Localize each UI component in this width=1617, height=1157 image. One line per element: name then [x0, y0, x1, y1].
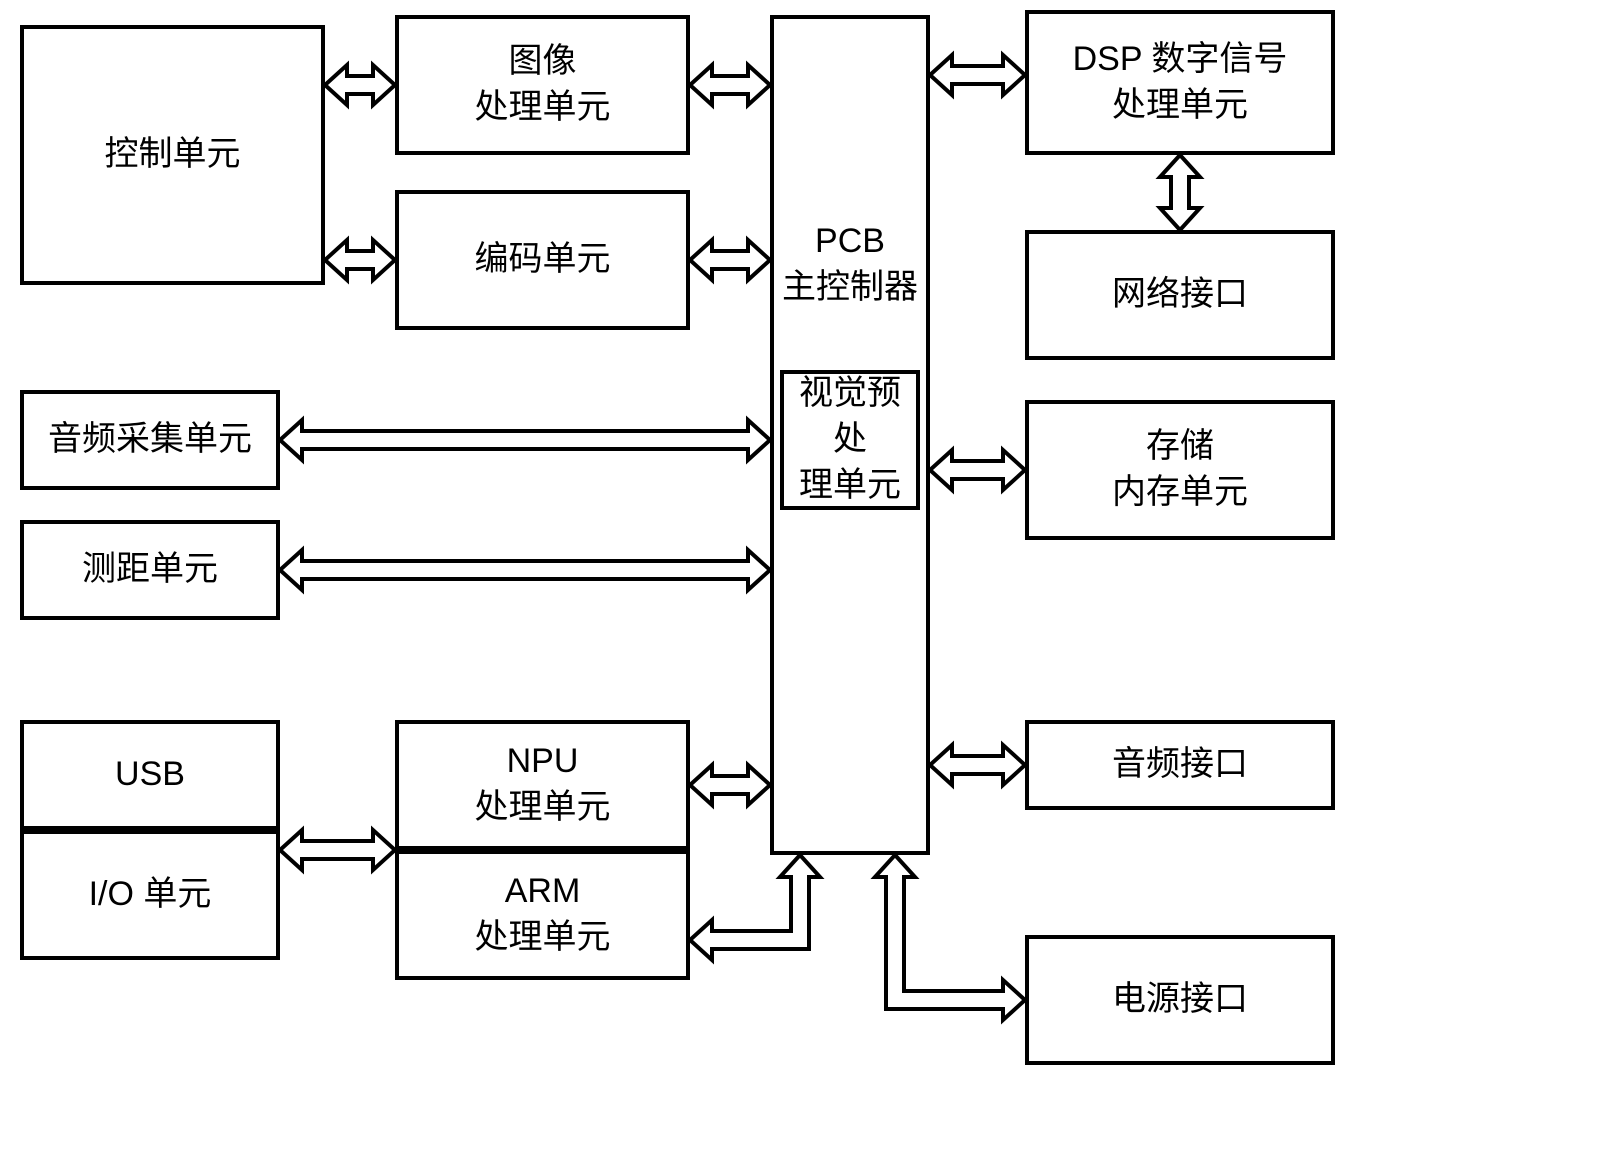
node-ranging: 测距单元: [20, 520, 280, 620]
node-npu: NPU 处理单元: [395, 720, 690, 850]
node-arm: ARM 处理单元: [395, 850, 690, 980]
node-vision: 视觉预处 理单元: [780, 370, 920, 510]
edge-control-encode: [325, 240, 395, 280]
edge-pcb-audio_if: [930, 745, 1025, 785]
edge-io-npu: [280, 830, 395, 870]
node-usb: USB: [20, 720, 280, 830]
node-storage: 存储 内存单元: [1025, 400, 1335, 540]
node-img_proc: 图像 处理单元: [395, 15, 690, 155]
node-dsp: DSP 数字信号 处理单元: [1025, 10, 1335, 155]
edge-img_proc-pcb: [690, 65, 770, 105]
edge-ranging-pcb: [280, 550, 770, 590]
node-audio_cap: 音频采集单元: [20, 390, 280, 490]
node-control: 控制单元: [20, 25, 325, 285]
node-audio_if: 音频接口: [1025, 720, 1335, 810]
node-encode: 编码单元: [395, 190, 690, 330]
edge-pcb-dsp: [930, 55, 1025, 95]
edge-arm-pcb: [690, 855, 820, 960]
diagram-canvas: 控制单元图像 处理单元编码单元音频采集单元测距单元 USBI/O 单元 NPU 处理…: [0, 0, 1617, 1157]
edge-power-pcb: [875, 855, 1025, 1020]
edge-encode-pcb: [690, 240, 770, 280]
edge-dsp-net: [1160, 155, 1200, 230]
edge-audio_cap-pcb: [280, 420, 770, 460]
edge-npu-pcb: [690, 765, 770, 805]
edge-pcb-storage: [930, 450, 1025, 490]
node-net: 网络接口: [1025, 230, 1335, 360]
node-io: I/O 单元: [20, 830, 280, 960]
node-power: 电源接口: [1025, 935, 1335, 1065]
edge-control-img_proc: [325, 65, 395, 105]
